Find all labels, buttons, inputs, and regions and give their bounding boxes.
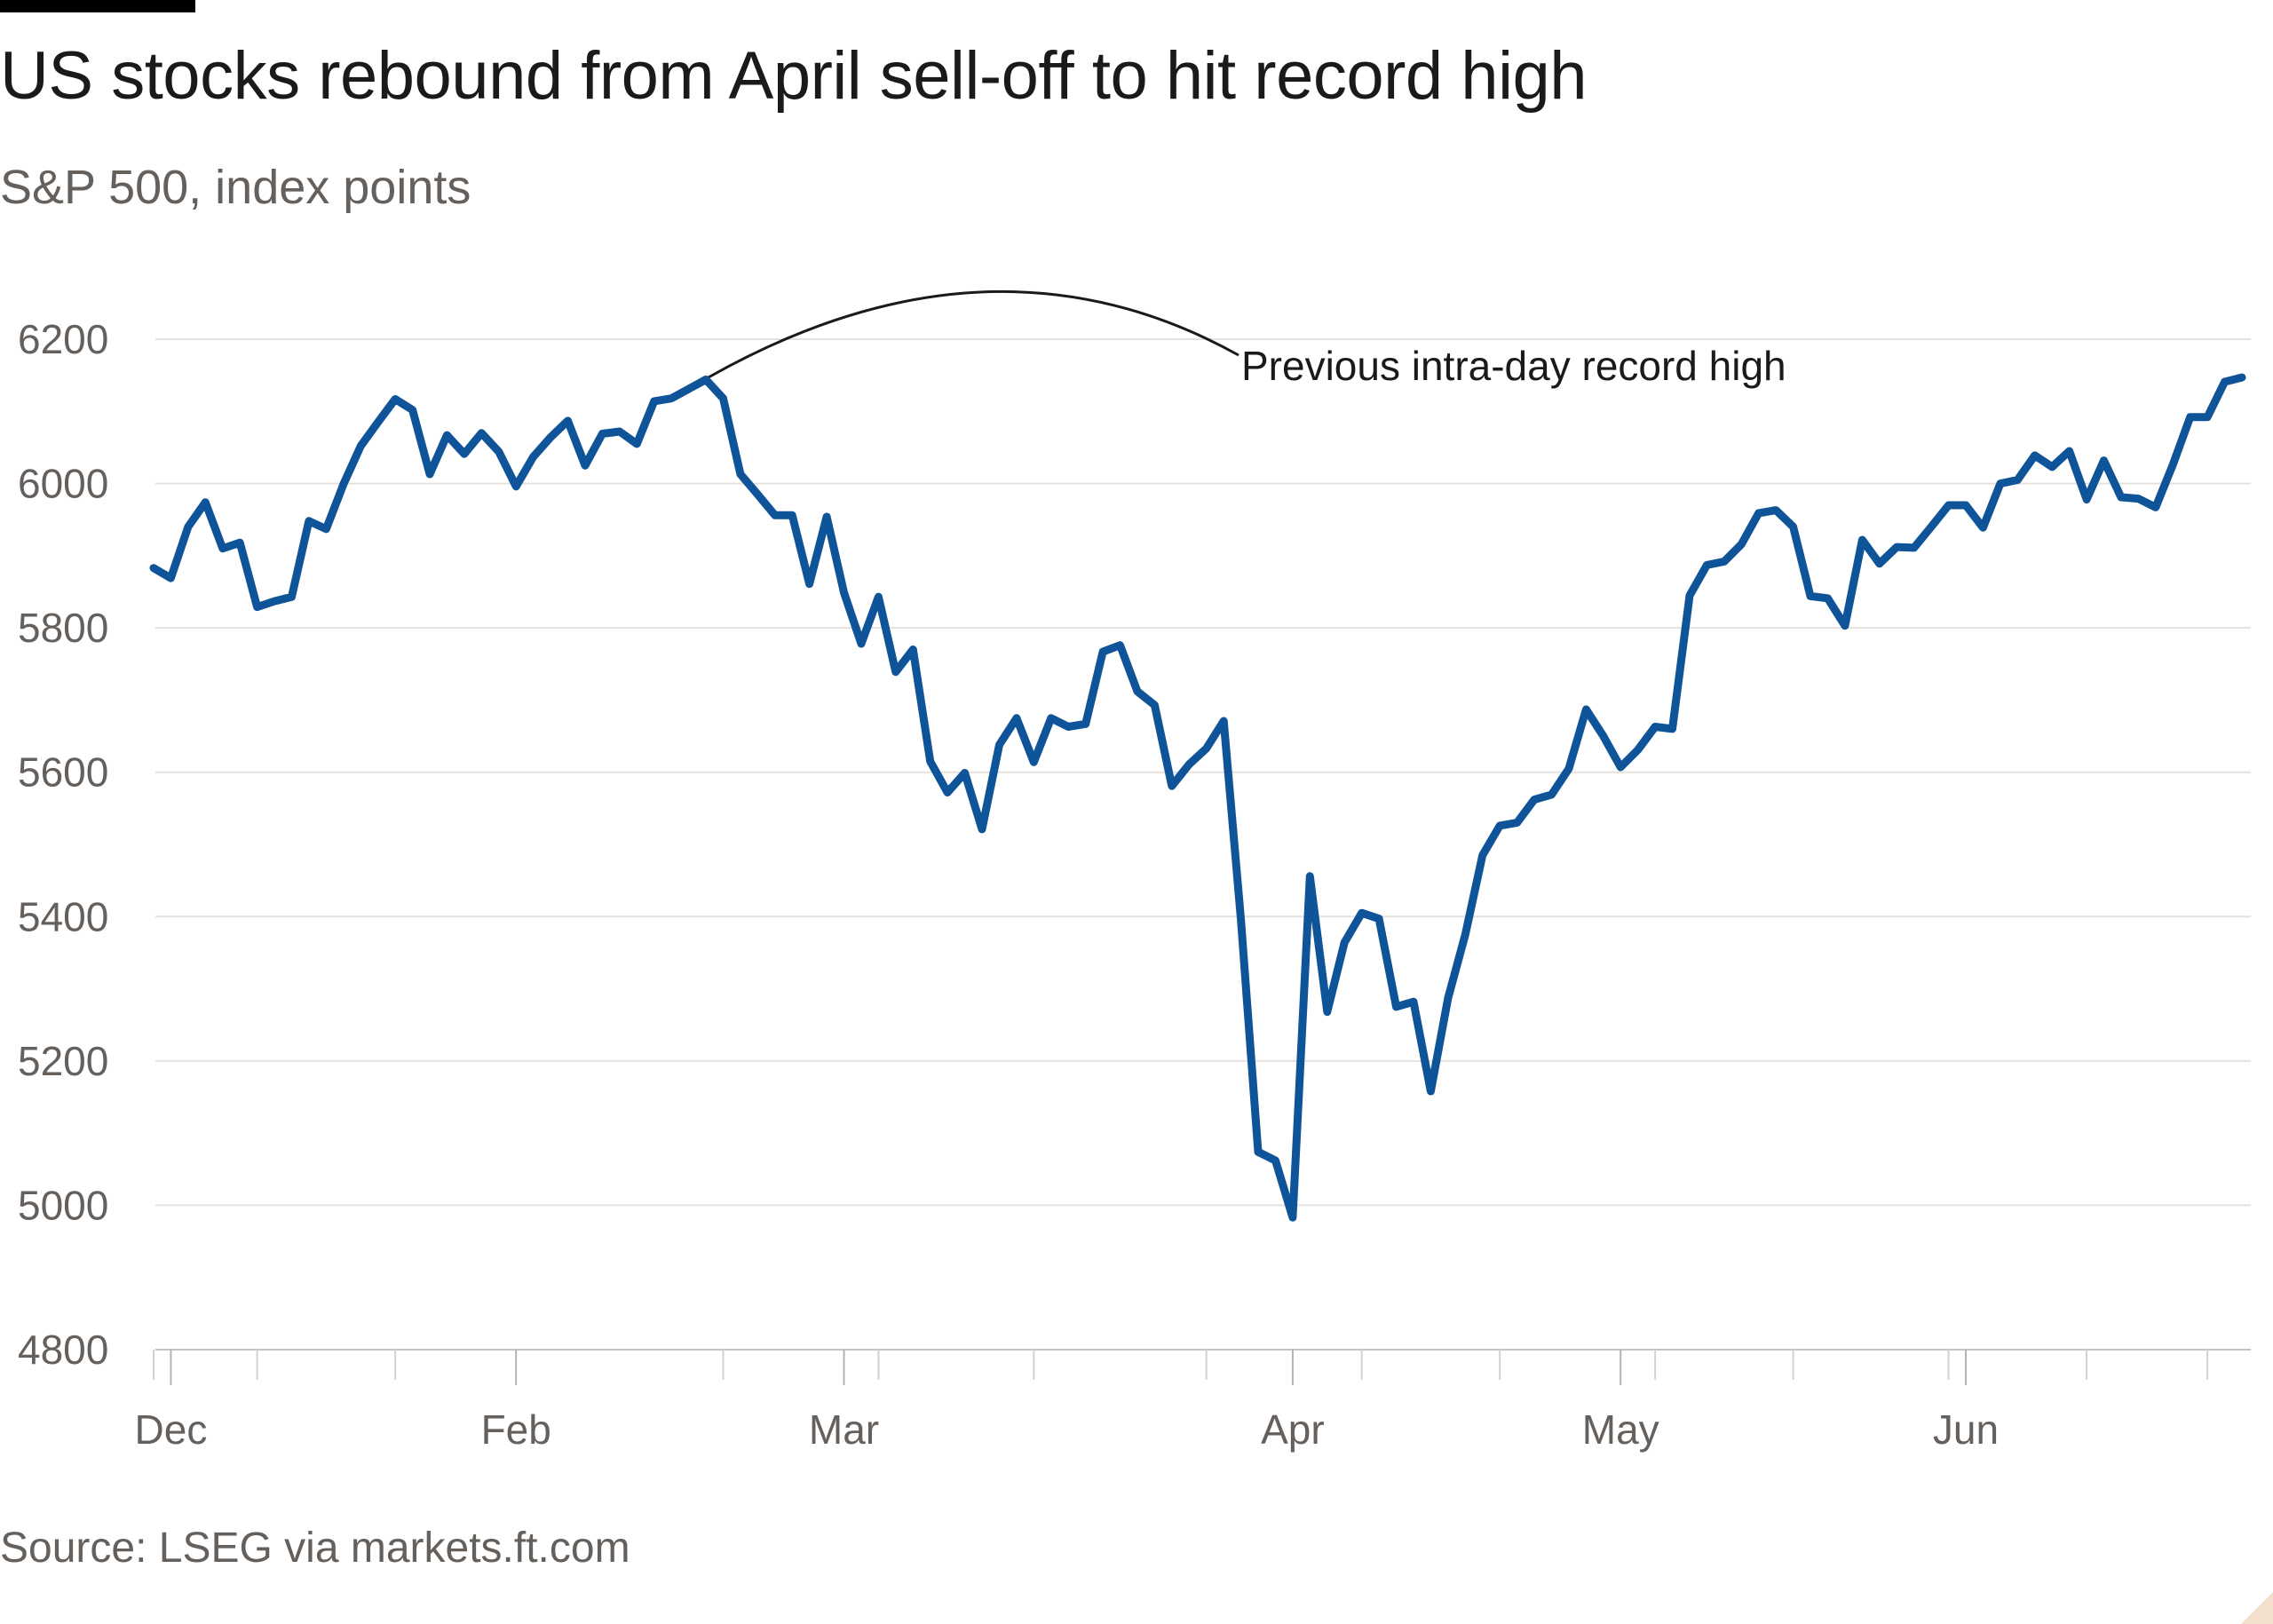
series-points (150, 374, 2245, 1221)
x-tick-label: Apr (1261, 1406, 1325, 1453)
x-tick-label: Feb (481, 1406, 551, 1453)
x-tick-label: Mar (809, 1406, 879, 1453)
source-note: Source: LSEG via markets.ft.com (0, 1525, 630, 1572)
y-tick-label: 4800 (18, 1327, 108, 1373)
annotation-label: Previous intra-day record high (1241, 343, 1786, 389)
x-tick-label: Jun (1933, 1406, 1999, 1453)
chart-title: US stocks rebound from April sell-off to… (0, 38, 1587, 114)
x-tick-label: Dec (135, 1406, 208, 1453)
gridlines (155, 338, 2251, 1207)
corner-decoration (2241, 1592, 2273, 1624)
x-tick-label: May (1582, 1406, 1659, 1453)
x-axis-ticks: Dec Feb Mar Apr May Jun (135, 1350, 1999, 1453)
y-tick-label: 6200 (18, 316, 108, 362)
annotation-leader-line (707, 289, 1239, 379)
y-axis-ticks: 4800 5000 5200 5400 5600 5800 6000 6200 (18, 316, 108, 1373)
x-axis (153, 1349, 2251, 1380)
y-tick-label: 5600 (18, 749, 108, 796)
y-tick-label: 5800 (18, 605, 108, 651)
brand-bar (0, 0, 195, 12)
y-tick-label: 5200 (18, 1038, 108, 1084)
chart-subtitle: S&P 500, index points (0, 161, 471, 214)
series-line (149, 373, 2246, 1222)
y-tick-label: 5400 (18, 893, 108, 939)
y-tick-label: 6000 (18, 461, 108, 507)
y-tick-label: 5000 (18, 1182, 108, 1228)
line-chart: 4800 5000 5200 5400 5600 5800 6000 6200 Dec Feb M… (18, 289, 2251, 1453)
